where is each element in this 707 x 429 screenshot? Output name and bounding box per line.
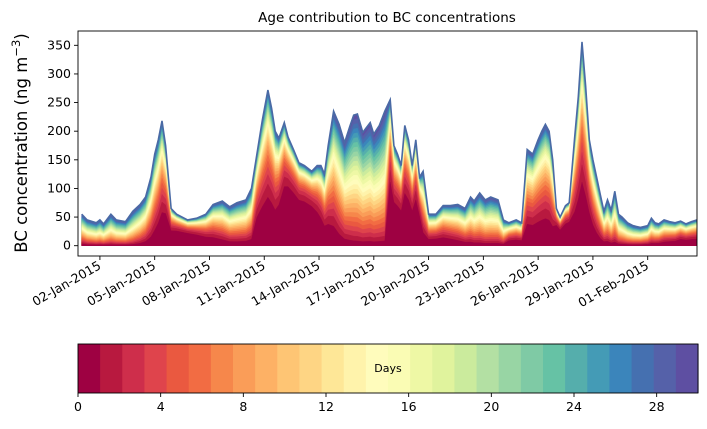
- stacked-age-layers: [81, 41, 697, 246]
- colorbar-segment: [255, 344, 278, 393]
- y-axis-label-main: BC concentration (ng m: [12, 57, 31, 253]
- colorbar-segment: [432, 344, 456, 393]
- colorbar-segment: [299, 344, 323, 393]
- colorbar-segment: [454, 344, 478, 393]
- colorbar-segment: [410, 344, 433, 393]
- age-layer-0-days: [81, 182, 697, 246]
- colorbar-segment: [122, 344, 146, 393]
- y-axis: 0 50 100 150 200 250 300 350: [47, 37, 78, 253]
- y-tick-label: 0: [63, 238, 71, 253]
- y-tick-label: 150: [47, 152, 71, 167]
- colorbar-segment: [144, 344, 168, 393]
- colorbar-segment: [210, 344, 234, 393]
- colorbar-tick-label: 12: [318, 399, 334, 414]
- colorbar-segment: [166, 344, 190, 393]
- colorbar-tick-label: 8: [239, 399, 247, 414]
- y-tick-label: 350: [47, 37, 71, 52]
- colorbar-segment: [653, 344, 677, 393]
- y-tick-label: 300: [47, 66, 71, 81]
- colorbar-label: Days: [374, 362, 402, 375]
- colorbar-segment: [277, 344, 301, 393]
- x-axis: 02-Jan-201505-Jan-201508-Jan-201511-Jan-…: [29, 256, 651, 310]
- colorbar-ticks: 0 4 8 12 16 20 24 28: [74, 393, 665, 414]
- y-tick-label: 50: [55, 209, 71, 224]
- colorbar-segment: [321, 344, 345, 393]
- colorbar-segment: [365, 344, 389, 393]
- chart-title: Age contribution to BC concentrations: [258, 10, 516, 26]
- colorbar-segment: [587, 344, 611, 393]
- colorbar-segment: [388, 344, 411, 393]
- colorbar-tick-label: 16: [401, 399, 417, 414]
- colorbar-segment: [188, 344, 212, 393]
- y-tick-label: 200: [47, 123, 71, 138]
- colorbar-segment: [543, 344, 566, 393]
- colorbar-tick-label: 0: [74, 399, 82, 414]
- colorbar-segment: [565, 344, 588, 393]
- total-series-line: [81, 41, 697, 229]
- colorbar-tick-label: 24: [566, 399, 582, 414]
- colorbar-tick-label: 28: [649, 399, 665, 414]
- plot-frame: [77, 30, 698, 257]
- colorbar-segment: [100, 344, 123, 393]
- colorbar: [78, 344, 699, 393]
- colorbar-segment: [631, 344, 655, 393]
- colorbar-frame: [77, 343, 699, 394]
- colorbar-segment: [520, 344, 544, 393]
- colorbar-segment: [498, 344, 522, 393]
- colorbar-segment: [233, 344, 256, 393]
- y-tick-label: 100: [47, 180, 71, 195]
- colorbar-tick-label: 20: [483, 399, 499, 414]
- colorbar-segment: [476, 344, 500, 393]
- y-tick-label: 250: [47, 95, 71, 110]
- colorbar-segment: [78, 344, 101, 393]
- colorbar-segment: [609, 344, 633, 393]
- y-axis-label-superscript: −3: [9, 40, 23, 57]
- colorbar-segment: [343, 344, 367, 393]
- y-axis-label-close: ): [12, 33, 31, 39]
- y-axis-label: BC concentration (ng m−3): [9, 33, 31, 252]
- colorbar-segment: [675, 344, 699, 393]
- colorbar-tick-label: 4: [157, 399, 165, 414]
